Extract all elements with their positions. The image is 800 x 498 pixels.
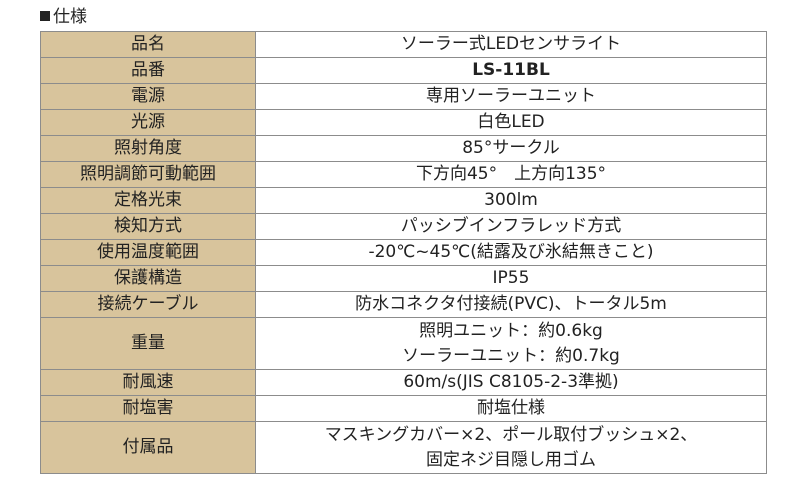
section-heading: 仕様 bbox=[40, 4, 87, 30]
spec-label: 照明調節可動範囲 bbox=[40, 161, 256, 188]
spec-row: 定格光束 300lm bbox=[40, 187, 767, 214]
spec-value: 照明ユニット：約0.6kg ソーラーユニット：約0.7kg bbox=[255, 317, 767, 370]
spec-row: 光源 白色LED bbox=[40, 109, 767, 136]
spec-value-line: マスキングカバー×2、ポール取付ブッシュ×2、 bbox=[324, 424, 698, 445]
spec-value-line: -20℃~45℃(結露及び氷結無きこと) bbox=[368, 242, 654, 262]
spec-value-line: 防水コネクタ付接続(PVC)、トータル5m bbox=[355, 294, 667, 314]
spec-value-line: 専用ソーラーユニット bbox=[426, 86, 596, 106]
spec-label: 接続ケーブル bbox=[40, 291, 256, 318]
spec-label: 検知方式 bbox=[40, 213, 256, 240]
spec-row: 電源 専用ソーラーユニット bbox=[40, 83, 767, 110]
spec-value-line: 下方向45° 上方向135° bbox=[415, 164, 607, 184]
spec-table: 品名 ソーラー式LEDセンサライト品番 LS-11BL 電源 専用ソーラーユニット光源 白… bbox=[40, 31, 767, 474]
spec-value-line: 照明ユニット：約0.6kg bbox=[419, 320, 603, 341]
spec-label: 電源 bbox=[40, 83, 256, 110]
section-title: 仕様 bbox=[53, 7, 87, 27]
spec-table-body: 品名 ソーラー式LEDセンサライト品番 LS-11BL 電源 専用ソーラーユニット光源 白… bbox=[40, 31, 767, 474]
spec-label: 耐塩害 bbox=[40, 395, 256, 422]
spec-value-line: ソーラー式LEDセンサライト bbox=[400, 34, 622, 54]
spec-value-line: 耐塩仕様 bbox=[477, 398, 545, 418]
spec-value: 60m/s(JIS C8105-2-3準拠) bbox=[255, 369, 767, 396]
spec-label: 使用温度範囲 bbox=[40, 239, 256, 266]
spec-row: 品名 ソーラー式LEDセンサライト bbox=[40, 31, 767, 58]
spec-row: 保護構造 IP55 bbox=[40, 265, 767, 292]
spec-row: 接続ケーブル 防水コネクタ付接続(PVC)、トータル5m bbox=[40, 291, 767, 318]
spec-label: 品番 bbox=[40, 57, 256, 84]
spec-value: IP55 bbox=[255, 265, 767, 292]
spec-value-line: 白色LED bbox=[477, 112, 545, 132]
spec-row: 照射角度 85°サークル bbox=[40, 135, 767, 162]
spec-value: 白色LED bbox=[255, 109, 767, 136]
spec-value: 防水コネクタ付接続(PVC)、トータル5m bbox=[255, 291, 767, 318]
spec-value-line: ソーラーユニット：約0.7kg bbox=[402, 345, 620, 366]
spec-row: 使用温度範囲 -20℃~45℃(結露及び氷結無きこと) bbox=[40, 239, 767, 266]
spec-row: 照明調節可動範囲 下方向45° 上方向135° bbox=[40, 161, 767, 188]
spec-label: 品名 bbox=[40, 31, 256, 58]
spec-value-line: 85°サークル bbox=[462, 138, 560, 158]
spec-row: 品番 LS-11BL bbox=[40, 57, 767, 84]
spec-label: 保護構造 bbox=[40, 265, 256, 292]
spec-value: マスキングカバー×2、ポール取付ブッシュ×2、 固定ネジ目隠し用ゴム bbox=[255, 421, 767, 474]
spec-label: 照射角度 bbox=[40, 135, 256, 162]
spec-row: 重量 照明ユニット：約0.6kg ソーラーユニット：約0.7kg bbox=[40, 317, 767, 370]
spec-value-line: LS-11BL bbox=[472, 60, 550, 80]
square-bullet-icon bbox=[40, 11, 50, 21]
spec-label: 耐風速 bbox=[40, 369, 256, 396]
spec-value: パッシブインフラレッド方式 bbox=[255, 213, 767, 240]
spec-value: 300lm bbox=[255, 187, 767, 214]
spec-value: ソーラー式LEDセンサライト bbox=[255, 31, 767, 58]
spec-value: 85°サークル bbox=[255, 135, 767, 162]
spec-value-line: パッシブインフラレッド方式 bbox=[400, 216, 622, 236]
spec-value: 耐塩仕様 bbox=[255, 395, 767, 422]
spec-value: -20℃~45℃(結露及び氷結無きこと) bbox=[255, 239, 767, 266]
spec-value-line: IP55 bbox=[492, 268, 530, 288]
spec-value: 専用ソーラーユニット bbox=[255, 83, 767, 110]
spec-row: 耐塩害 耐塩仕様 bbox=[40, 395, 767, 422]
spec-value-line: 固定ネジ目隠し用ゴム bbox=[426, 449, 596, 470]
spec-row: 付属品 マスキングカバー×2、ポール取付ブッシュ×2、 固定ネジ目隠し用ゴム bbox=[40, 421, 767, 474]
spec-value-line: 60m/s(JIS C8105-2-3準拠) bbox=[403, 372, 619, 392]
spec-value-line: 300lm bbox=[484, 190, 538, 210]
spec-value: 下方向45° 上方向135° bbox=[255, 161, 767, 188]
spec-row: 検知方式 パッシブインフラレッド方式 bbox=[40, 213, 767, 240]
spec-label: 付属品 bbox=[40, 421, 256, 474]
spec-value: LS-11BL bbox=[255, 57, 767, 84]
spec-label: 光源 bbox=[40, 109, 256, 136]
spec-row: 耐風速 60m/s(JIS C8105-2-3準拠) bbox=[40, 369, 767, 396]
spec-label: 重量 bbox=[40, 317, 256, 370]
spec-label: 定格光束 bbox=[40, 187, 256, 214]
